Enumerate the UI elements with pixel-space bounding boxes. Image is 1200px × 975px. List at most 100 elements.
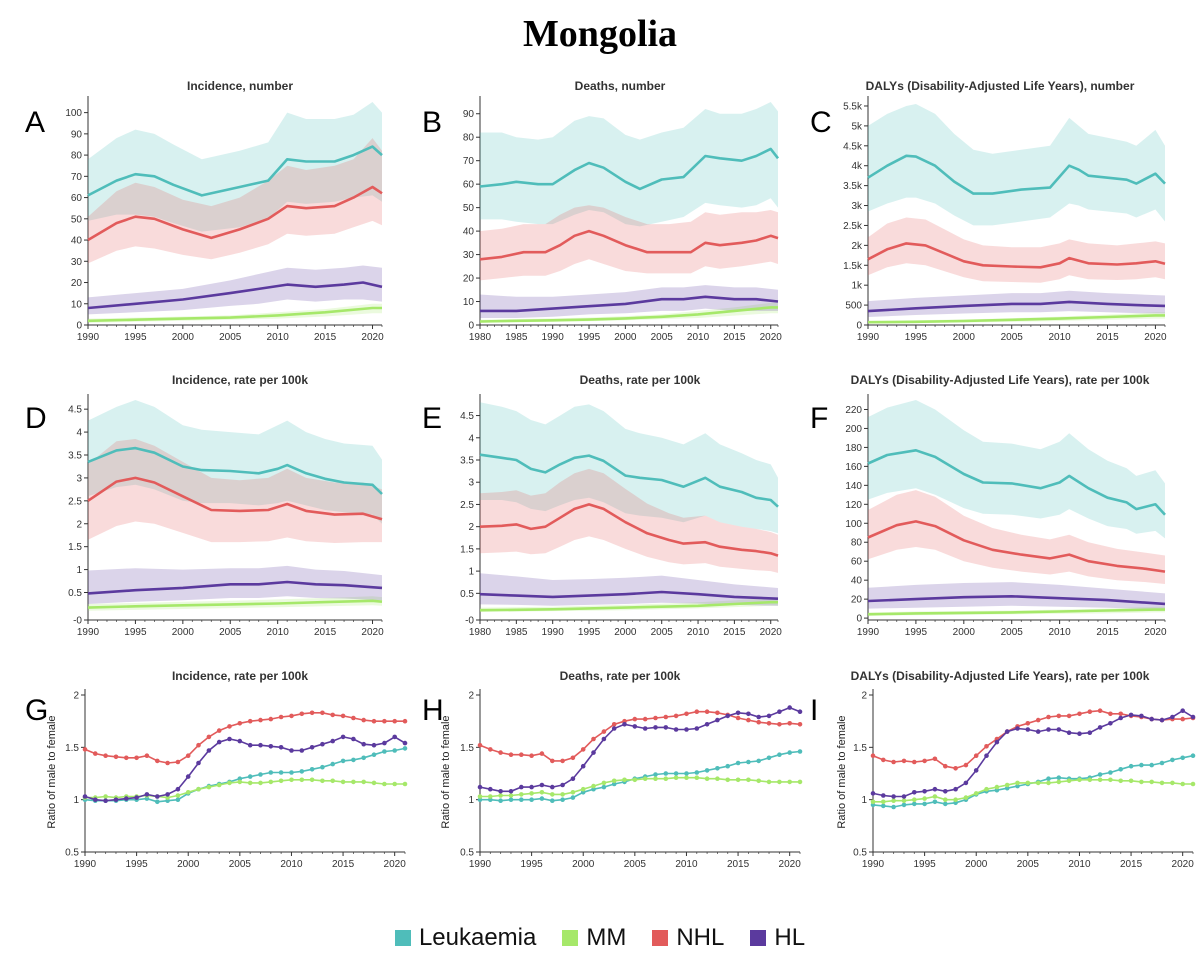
data-point-mm [715, 776, 720, 781]
x-tick-label: 2000 [614, 332, 637, 343]
data-point-mm [787, 779, 792, 785]
data-point-mm [392, 781, 398, 787]
panel-title: Incidence, rate per 100k [172, 669, 308, 683]
panel-e: Deaths, rate per 100k E -0 0.5 1 1.5 2 2.5 3 3.5 4… [422, 373, 782, 638]
uncertainty-band-nhl [480, 205, 778, 281]
data-point-leukaemia [797, 749, 803, 754]
data-point-hl [766, 713, 772, 719]
data-point-leukaemia [881, 803, 886, 809]
data-point-nhl [1025, 721, 1031, 726]
x-tick-label: 1995 [578, 332, 601, 343]
data-point-nhl [361, 717, 367, 723]
data-point-leukaemia [663, 771, 669, 776]
data-point-leukaemia [508, 797, 514, 802]
data-point-hl [1025, 727, 1031, 732]
data-point-mm [922, 796, 927, 801]
data-point-mm [601, 780, 607, 786]
y-tick-label: 1 [861, 795, 867, 806]
data-point-leukaemia [1015, 783, 1020, 789]
panel-title: Deaths, rate per 100k [580, 373, 701, 387]
data-point-nhl [953, 766, 958, 771]
x-tick-label: 2010 [687, 627, 710, 638]
y-tick-label: 2.5 [460, 500, 474, 511]
data-point-leukaemia [539, 796, 545, 801]
y-tick-label: 10 [71, 299, 83, 310]
series-line-hl [87, 580, 383, 595]
y-tick-label: 0 [468, 321, 474, 332]
y-tick-label: 2 [73, 691, 79, 702]
series-line-hl [867, 300, 1166, 313]
x-tick-label: 2010 [675, 859, 698, 870]
data-point-mm [477, 794, 483, 799]
data-point-nhl [529, 753, 534, 758]
x-tick-label: 2015 [332, 859, 355, 870]
panel-title: DALYs (Disability-Adjusted Life Years), … [851, 373, 1150, 387]
data-point-nhl [371, 718, 377, 724]
y-tick-label: 50 [71, 214, 83, 225]
data-point-hl [382, 740, 387, 746]
data-point-leukaemia [1118, 767, 1123, 772]
x-tick-label: 1995 [905, 332, 928, 343]
x-tick-label: 2015 [1096, 332, 1119, 343]
data-point-nhl [309, 710, 315, 716]
data-point-mm [330, 778, 336, 784]
data-point-nhl [735, 715, 741, 721]
x-tick-label: 2000 [172, 332, 195, 343]
data-point-mm [891, 798, 896, 803]
x-tick-label: 1990 [74, 859, 97, 870]
data-point-leukaemia [1190, 753, 1196, 758]
data-point-hl [134, 795, 139, 800]
data-point-mm [1025, 780, 1031, 786]
x-tick-label: 2005 [1017, 859, 1040, 870]
data-point-leukaemia [258, 772, 263, 777]
data-point-hl [113, 797, 119, 802]
data-point-hl [155, 794, 160, 799]
y-tick-label: 1.5 [460, 544, 474, 555]
data-point-nhl [196, 742, 201, 748]
data-point-hl [498, 789, 503, 794]
x-tick-label: 1990 [542, 627, 565, 638]
data-point-nhl [82, 747, 88, 752]
data-point-mm [206, 784, 212, 790]
data-point-mm [611, 778, 617, 784]
series-line-nhl [87, 185, 383, 242]
data-point-nhl [694, 709, 700, 714]
data-point-mm [777, 779, 782, 785]
data-point-nhl [963, 762, 969, 768]
data-point-mm [529, 791, 534, 796]
data-point-leukaemia [278, 770, 284, 775]
data-point-mm [1118, 778, 1123, 784]
x-tick-label: 1995 [913, 859, 936, 870]
x-tick-label: 2005 [1001, 627, 1024, 638]
series-line-nhl [867, 242, 1166, 269]
panel-letter: C [810, 106, 832, 139]
data-point-hl [488, 786, 493, 792]
y-tick-label: 80 [463, 133, 475, 144]
series-line-nhl [87, 476, 383, 521]
data-point-hl [1108, 721, 1113, 726]
legend-swatch [394, 930, 411, 946]
data-point-leukaemia [746, 759, 751, 765]
data-point-nhl [870, 753, 876, 758]
panel-title: Incidence, number [187, 79, 293, 93]
data-point-nhl [477, 742, 483, 748]
uncertainty-band-leukaemia [88, 102, 382, 232]
data-point-nhl [124, 755, 129, 761]
data-point-nhl [580, 747, 586, 752]
data-point-hl [622, 722, 627, 727]
y-tick-label: 60 [71, 193, 83, 204]
data-point-nhl [601, 729, 607, 734]
series-line-mm [479, 306, 778, 323]
uncertainty-band-nhl [88, 138, 382, 264]
data-point-leukaemia [912, 801, 917, 807]
data-point-hl [1056, 727, 1062, 732]
data-point-leukaemia [766, 755, 772, 761]
x-tick-label: 1995 [124, 332, 147, 343]
data-point-nhl [704, 709, 710, 714]
data-point-hl [1139, 713, 1144, 719]
data-point-nhl [1066, 713, 1072, 719]
data-point-hl [891, 794, 896, 799]
data-point-hl [953, 786, 958, 792]
x-tick-label: 2015 [314, 332, 337, 343]
data-point-hl [1159, 717, 1165, 723]
